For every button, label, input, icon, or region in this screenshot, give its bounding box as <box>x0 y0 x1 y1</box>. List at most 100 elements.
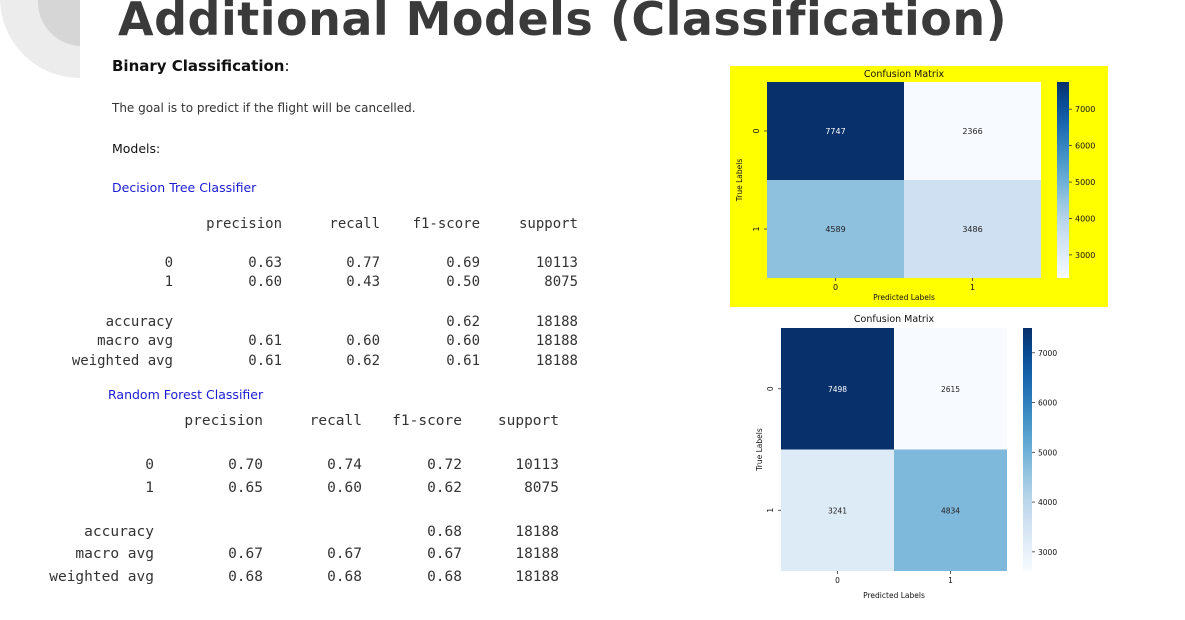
cm1-colorbar-tick-1: 4000 <box>1075 214 1095 223</box>
cm2-colorbar-tick-0: 3000 <box>1038 548 1057 557</box>
cm2-cell-1-0 <box>781 449 894 571</box>
rf-header-precision: precision <box>184 413 263 429</box>
dt-row-macro-recall: 0.60 <box>346 333 380 349</box>
dt-row-accuracy-f1: 0.62 <box>446 314 480 330</box>
dt-row-0-recall: 0.77 <box>346 255 380 271</box>
cm2-xtick-0: 0 <box>835 576 840 585</box>
dt-row-macro-precision: 0.61 <box>248 333 282 349</box>
cm1-ylabel: True Labels <box>735 159 744 203</box>
cm1-cell-1-0 <box>767 180 904 278</box>
rf-row-accuracy-support: 18188 <box>515 524 559 540</box>
rf-row-1-recall: 0.60 <box>327 480 362 496</box>
binary-colon: : <box>284 57 290 75</box>
rf-row-macro-label: macro avg <box>75 546 154 562</box>
dt-row-1-f1: 0.50 <box>446 274 480 290</box>
dt-row-weighted-support: 18188 <box>535 353 578 369</box>
rf-row-1-precision: 0.65 <box>228 480 263 496</box>
goal-text: The goal is to predict if the flight wil… <box>112 101 416 115</box>
cm1-title: Confusion Matrix <box>864 69 945 80</box>
models-label: Models: <box>112 141 161 156</box>
dt-row-weighted-f1: 0.61 <box>446 353 480 369</box>
decorative-corner-arc <box>0 0 80 78</box>
random-forest-report: precision recall f1-score support 0 0.70… <box>0 0 600 600</box>
cm2-cell-0-1 <box>894 328 1007 450</box>
cm1-colorbar-tick-4: 7000 <box>1075 105 1095 114</box>
cm2-cell-label-1-0: 3241 <box>828 506 847 515</box>
cm2-colorbar <box>1023 328 1032 571</box>
cm2-colorbar-tick-1: 4000 <box>1038 498 1057 507</box>
cm2-colorbar-tick-2: 5000 <box>1038 448 1057 457</box>
cm1-cell-label-0-1: 2366 <box>962 127 982 136</box>
cm2-cell-1-1 <box>894 449 1007 571</box>
rf-row-0-f1: 0.72 <box>427 457 462 473</box>
rf-row-weighted-recall: 0.68 <box>327 569 362 585</box>
rf-row-weighted-label: weighted avg <box>49 569 154 585</box>
cm2-xtick-1: 1 <box>948 576 953 585</box>
rf-row-0-label: 0 <box>145 457 154 473</box>
cm2-xlabel: Predicted Labels <box>863 591 925 600</box>
cm1-colorbar-tick-0: 3000 <box>1075 251 1095 260</box>
cm2-cell-label-0-0: 7498 <box>828 385 847 394</box>
dt-row-weighted-label: weighted avg <box>71 353 173 369</box>
cm1-cell-label-1-0: 4589 <box>825 225 845 234</box>
cm1-ytick-1: 1 <box>752 226 761 231</box>
cm1-cell-label-1-1: 3486 <box>962 225 982 234</box>
dt-header-recall: recall <box>329 216 380 232</box>
rf-row-0-precision: 0.70 <box>228 457 263 473</box>
dt-row-0-label: 0 <box>164 255 173 271</box>
dt-header-f1: f1-score <box>412 216 480 232</box>
cm1-ytick-0: 0 <box>752 128 761 133</box>
rf-row-1-f1: 0.62 <box>427 480 462 496</box>
dt-row-accuracy-support: 18188 <box>535 314 578 330</box>
dt-row-1-recall: 0.43 <box>346 274 380 290</box>
cm2-ylabel: True Labels <box>755 428 764 472</box>
rf-row-weighted-f1: 0.68 <box>427 569 462 585</box>
cm2-title: Confusion Matrix <box>854 314 935 325</box>
rf-header-support: support <box>497 413 559 429</box>
confusion-matrix-decision-tree: 7747 2366 4589 3486 Confusion Matrix 0 1 0 1 Pred… <box>730 66 1108 307</box>
dt-row-macro-support: 18188 <box>535 333 578 349</box>
dt-row-1-support: 8075 <box>544 274 578 290</box>
cm1-xtick-0: 0 <box>833 283 838 292</box>
rf-row-accuracy-label: accuracy <box>84 524 154 540</box>
cm2-ytick-0: 0 <box>766 386 775 391</box>
decision-tree-report: precision recall f1-score support 0 0.63… <box>0 0 600 380</box>
random-forest-label: Random Forest Classifier <box>108 387 264 402</box>
cm1-xtick-1: 1 <box>970 283 975 292</box>
cm1-cell-0-1 <box>904 82 1041 180</box>
dt-row-0-support: 10113 <box>535 255 578 271</box>
binary-classification-heading: Binary Classification: <box>112 57 290 75</box>
rf-row-0-recall: 0.74 <box>327 457 362 473</box>
rf-row-0-support: 10113 <box>515 457 559 473</box>
dt-row-weighted-recall: 0.62 <box>346 353 380 369</box>
rf-header-recall: recall <box>309 413 362 429</box>
cm1-xlabel: Predicted Labels <box>873 293 935 302</box>
rf-row-macro-precision: 0.67 <box>228 546 263 562</box>
dt-header-support: support <box>518 216 578 232</box>
rf-row-accuracy-f1: 0.68 <box>427 524 462 540</box>
rf-row-1-support: 8075 <box>524 480 559 496</box>
cm2-colorbar-tick-3: 6000 <box>1038 399 1057 408</box>
cm1-cell-1-1 <box>904 180 1041 278</box>
dt-row-macro-f1: 0.60 <box>446 333 480 349</box>
rf-row-macro-f1: 0.67 <box>427 546 462 562</box>
dt-row-1-precision: 0.60 <box>248 274 282 290</box>
rf-row-1-label: 1 <box>145 480 154 496</box>
page-title: Additional Models (Classification) <box>118 0 1008 46</box>
cm2-colorbar-tick-4: 7000 <box>1038 349 1057 358</box>
cm1-cell-0-0 <box>767 82 904 180</box>
rf-row-macro-support: 18188 <box>515 546 559 562</box>
cm2-ytick-1: 1 <box>766 508 775 513</box>
rf-row-weighted-support: 18188 <box>515 569 559 585</box>
cm1-colorbar-tick-2: 5000 <box>1075 178 1095 187</box>
dt-row-macro-label: macro avg <box>97 333 173 349</box>
dt-row-0-precision: 0.63 <box>248 255 282 271</box>
dt-header-precision: precision <box>206 216 282 232</box>
rf-header-f1: f1-score <box>392 413 462 429</box>
rf-row-macro-recall: 0.67 <box>327 546 362 562</box>
binary-classification-label: Binary Classification <box>112 57 285 75</box>
cm1-colorbar <box>1057 82 1069 278</box>
rf-row-weighted-precision: 0.68 <box>228 569 263 585</box>
cm2-cell-label-1-1: 4834 <box>941 506 960 515</box>
cm1-cell-label-0-0: 7747 <box>825 127 845 136</box>
